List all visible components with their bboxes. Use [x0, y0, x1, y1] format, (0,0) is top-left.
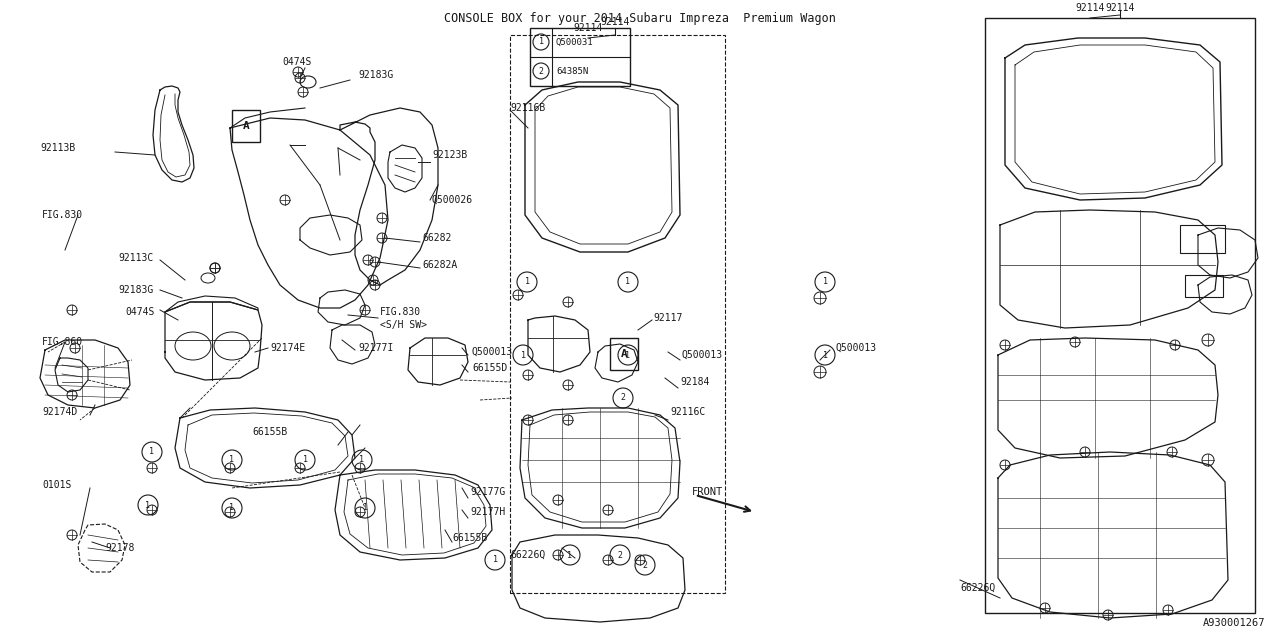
Text: 92177G: 92177G	[470, 487, 506, 497]
Text: 92177H: 92177H	[470, 507, 506, 517]
Text: FIG.830: FIG.830	[380, 307, 421, 317]
Text: 92183G: 92183G	[118, 285, 154, 295]
Text: 92116B: 92116B	[509, 103, 545, 113]
Text: 92116C: 92116C	[669, 407, 705, 417]
Text: 0474S: 0474S	[125, 307, 155, 317]
Text: 2: 2	[643, 561, 648, 570]
Text: 92184: 92184	[680, 377, 709, 387]
Text: 2: 2	[539, 67, 544, 76]
Text: <S/H SW>: <S/H SW>	[380, 320, 428, 330]
Text: 1: 1	[150, 447, 155, 456]
Text: 1: 1	[539, 38, 544, 47]
Text: A930001267: A930001267	[1202, 618, 1265, 628]
Text: 0474S: 0474S	[282, 57, 311, 67]
Bar	[986, 18, 1254, 613]
Text: 92183G: 92183G	[358, 70, 393, 80]
Text: 92114: 92114	[1106, 3, 1134, 13]
Text: 1: 1	[626, 351, 631, 360]
Text: 1: 1	[525, 278, 530, 287]
Text: 66282A: 66282A	[422, 260, 457, 270]
Text: 66155B: 66155B	[452, 533, 488, 543]
Text: 92177I: 92177I	[358, 343, 393, 353]
Text: 92114: 92114	[600, 17, 630, 27]
Text: Q500013: Q500013	[472, 347, 513, 357]
Text: 1: 1	[493, 556, 498, 564]
Text: 1: 1	[823, 278, 827, 287]
Text: FRONT: FRONT	[692, 487, 723, 497]
Text: CONSOLE BOX for your 2014 Subaru Impreza  Premium Wagon: CONSOLE BOX for your 2014 Subaru Impreza…	[444, 12, 836, 25]
Text: 92178: 92178	[105, 543, 134, 553]
Text: Q500013: Q500013	[835, 343, 876, 353]
Bar	[1185, 275, 1222, 297]
Bar	[1180, 225, 1225, 253]
Text: 0101S: 0101S	[42, 480, 72, 490]
Text: 1: 1	[229, 456, 234, 465]
Text: Q500031: Q500031	[556, 38, 594, 47]
Text: 92113C: 92113C	[118, 253, 154, 263]
Text: 1: 1	[567, 550, 572, 559]
Text: 66155D: 66155D	[472, 363, 507, 373]
Text: 1: 1	[626, 278, 631, 287]
Text: 92113B: 92113B	[40, 143, 76, 153]
Text: 1: 1	[362, 504, 367, 513]
Text: 92123B: 92123B	[433, 150, 467, 160]
Text: 92114: 92114	[1075, 3, 1105, 13]
Bar	[530, 28, 630, 86]
Text: 92114: 92114	[573, 23, 603, 33]
Text: 1: 1	[302, 456, 307, 465]
Text: Q500013: Q500013	[682, 350, 723, 360]
Text: A: A	[243, 121, 250, 131]
Text: 66226Q: 66226Q	[960, 583, 996, 593]
Text: 66282: 66282	[422, 233, 452, 243]
Text: 1: 1	[360, 456, 365, 465]
Bar	[232, 110, 260, 142]
Text: 66226Q: 66226Q	[509, 550, 545, 560]
Text: 92174E: 92174E	[270, 343, 305, 353]
Text: Q500026: Q500026	[433, 195, 474, 205]
Text: A: A	[621, 349, 627, 359]
Text: 92174D: 92174D	[42, 407, 77, 417]
Bar	[611, 338, 637, 370]
Text: 2: 2	[621, 394, 626, 403]
Text: 64385N: 64385N	[556, 67, 589, 76]
Text: 92117: 92117	[653, 313, 682, 323]
Text: 1: 1	[229, 504, 234, 513]
Text: 1: 1	[146, 500, 151, 509]
Text: 1: 1	[521, 351, 526, 360]
Bar	[509, 35, 724, 593]
Text: 2: 2	[617, 550, 622, 559]
Text: 66155B: 66155B	[252, 427, 287, 437]
Text: FIG.860: FIG.860	[42, 337, 83, 347]
Text: FIG.830: FIG.830	[42, 210, 83, 220]
Text: 1: 1	[823, 351, 827, 360]
